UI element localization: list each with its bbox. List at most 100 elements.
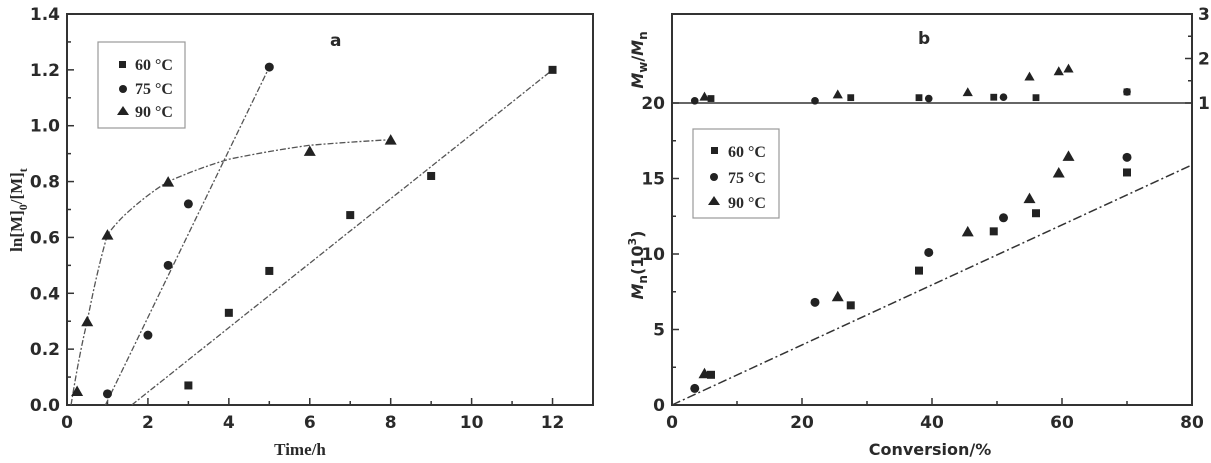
y-tick-label: 20 [641,94,665,114]
square-marker-icon [427,171,436,180]
triangle-marker-icon [698,367,711,379]
right-y-tick-label: 1 [1198,94,1210,114]
triangle-marker-icon [71,385,84,397]
circle-marker-icon [163,260,173,270]
square-marker-icon [846,301,855,310]
triangle-marker-icon [1052,166,1065,178]
triangle-marker-icon [117,106,129,115]
square-marker-icon [847,94,855,102]
x-tick-label: 6 [304,413,316,433]
circle-marker-icon [999,213,1008,223]
chart-a-data-points [71,62,557,399]
fit-line [131,69,553,406]
x-tick-label: 60 [1050,413,1074,433]
circle-marker-icon [710,173,718,181]
circle-marker-icon [143,330,153,340]
triangle-marker-icon [101,229,114,240]
y-tick-label: 0.0 [30,396,60,416]
triangle-marker-icon [831,290,844,302]
x-tick-label: 0 [61,413,73,433]
legend-label-60: 60 °C [135,57,173,74]
circle-marker-icon [999,93,1008,102]
legend-label-90: 90 °C [728,195,766,212]
chart-a-panel-label: a [330,31,341,51]
triangle-marker-icon [81,315,94,327]
square-marker-icon [1123,168,1131,177]
right-y-tick-label: 2 [1198,50,1210,70]
square-marker-icon [990,93,998,101]
square-marker-icon [707,95,715,102]
chart-a-legend: 60 °C 75 °C 90 °C [97,41,186,129]
triangle-marker-icon [1063,63,1074,73]
circle-marker-icon [183,199,193,209]
x-tick-label: 2 [142,413,154,433]
x-tick-label: 10 [460,413,484,433]
legend-label-75: 75 °C [728,170,766,187]
triangle-marker-icon [162,176,175,187]
chart-b-theoretical-line [671,164,1193,406]
circle-marker-icon [690,96,699,105]
chart-a-ticks: 0 2 4 6 8 10 12 0.0 0.2 0.4 0.6 0.8 1.0 1.2 1.4 [30,5,594,433]
square-marker-icon [915,266,923,275]
chart-a: 0 2 4 6 8 10 12 0.0 0.2 0.4 0.6 0.8 1.0 1.2 1.4 a Time… [7,5,594,459]
circle-marker-icon [811,96,819,105]
chart-a-y-axis-title: ln[M]0/[M]t [7,168,30,252]
x-tick-label: 0 [666,413,678,433]
square-marker-icon [711,147,718,154]
svg-text:Mn(103): Mn(103) [626,230,650,299]
y-tick-label: 1.2 [30,61,60,81]
chart-b-panel-label: b [918,29,930,49]
circle-marker-icon [1123,88,1131,96]
triangle-marker-icon [1023,192,1036,204]
square-marker-icon [1032,209,1040,218]
x-tick-label: 8 [385,413,397,433]
x-tick-label: 40 [920,413,944,433]
triangle-marker-icon [961,225,974,237]
chart-b-upper-y-axis-title: Mw/Mn [628,31,650,88]
x-tick-label: 80 [1180,413,1204,433]
triangle-marker-icon [384,134,397,145]
square-marker-icon [989,227,998,236]
triangle-marker-icon [699,91,710,101]
circle-marker-icon [102,389,112,399]
circle-marker-icon [264,62,274,72]
y-tick-label: 0 [653,396,665,416]
x-tick-label: 4 [223,413,235,433]
y-tick-label: 0.8 [30,173,60,193]
y-tick-label: 0.6 [30,228,60,248]
legend-label-75: 75 °C [135,81,173,98]
square-marker-icon [119,61,126,68]
triangle-marker-icon [1053,66,1064,76]
fit-line [104,66,270,406]
fit-line [70,139,391,406]
svg-text:ln[M]0/[M]t: ln[M]0/[M]t [7,168,30,252]
triangle-marker-icon [962,87,973,97]
circle-marker-icon [1122,152,1132,162]
chart-a-x-axis-title: Time/h [274,440,326,459]
right-y-tick-label: 3 [1198,5,1210,25]
circle-marker-icon [690,383,700,393]
x-tick-label: 12 [541,413,565,433]
square-marker-icon [707,370,715,379]
y-tick-label: 15 [641,170,665,190]
legend-label-90: 90 °C [135,104,173,121]
y-tick-label: 10 [641,245,665,265]
square-marker-icon [1032,94,1040,102]
chart-b-data-points [690,63,1132,393]
square-marker-icon [548,65,557,74]
x-tick-label: 20 [790,413,814,433]
chart-b-ticks: 0 20 40 60 80 0 5 10 15 20 1 2 3 [641,5,1210,433]
theoretical-mn-line [671,164,1193,406]
triangle-marker-icon [1062,150,1075,161]
y-tick-label: 1.0 [30,117,60,137]
square-marker-icon [915,94,923,102]
svg-text:Mw/Mn: Mw/Mn [628,31,650,88]
triangle-marker-icon [1024,71,1035,81]
triangle-marker-icon [832,89,843,99]
legend-label-60: 60 °C [728,144,766,161]
square-marker-icon [224,308,233,317]
square-marker-icon [265,266,274,275]
circle-marker-icon [924,247,934,257]
chart-b-x-axis-title: Conversion/% [869,440,992,459]
